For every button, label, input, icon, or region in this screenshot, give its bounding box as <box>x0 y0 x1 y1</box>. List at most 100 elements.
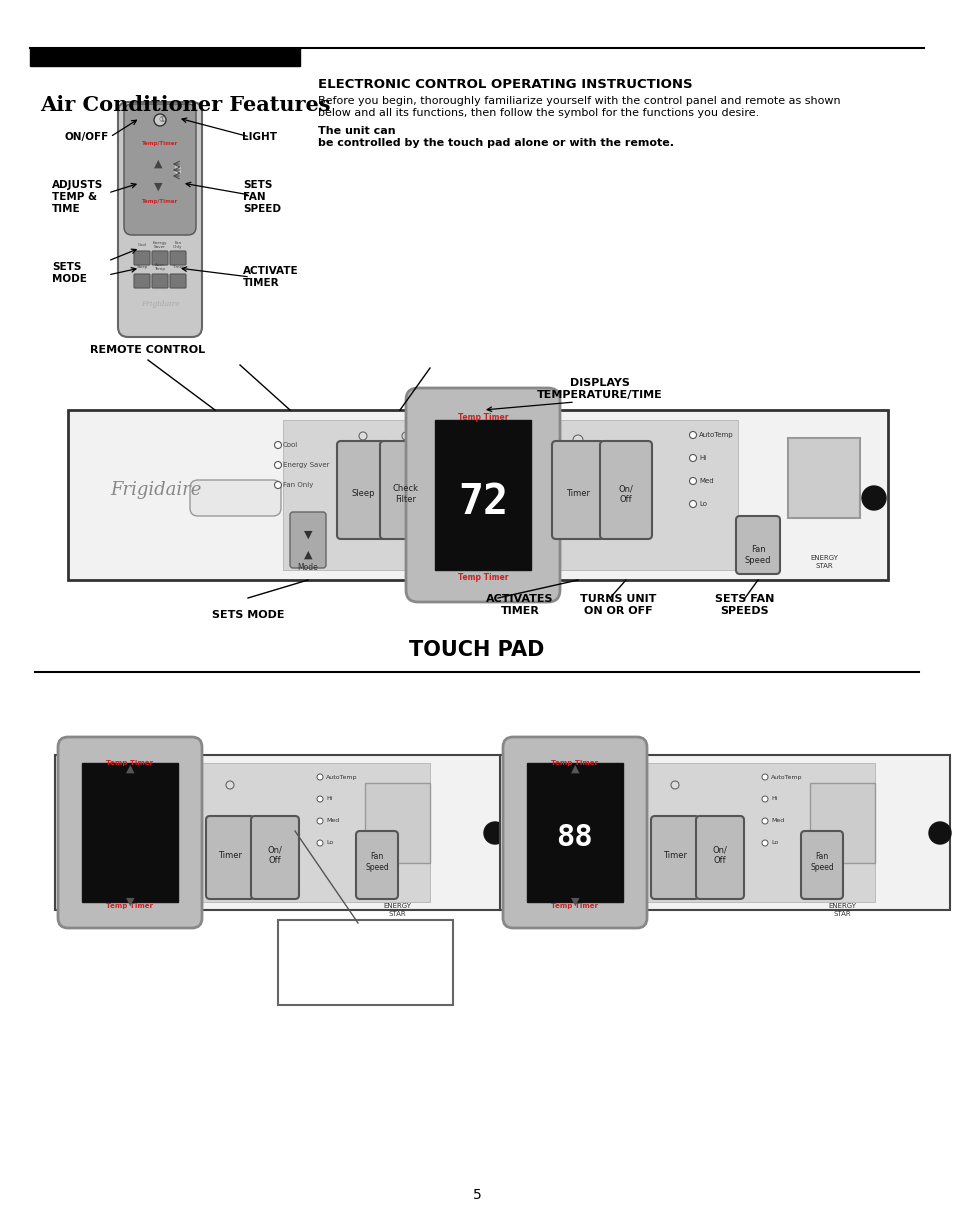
Text: TURNS UNIT
ON OR OFF: TURNS UNIT ON OR OFF <box>579 594 656 616</box>
Text: ▲: ▲ <box>303 550 312 560</box>
Text: Med: Med <box>699 478 713 484</box>
Bar <box>30 48 299 65</box>
Text: ENERGY
STAR: ENERGY STAR <box>809 555 837 568</box>
FancyBboxPatch shape <box>124 104 195 235</box>
Circle shape <box>153 114 166 126</box>
Text: Check
Filter: Check Filter <box>393 485 418 504</box>
Circle shape <box>761 840 767 846</box>
Text: Fan
Only: Fan Only <box>173 241 183 250</box>
Circle shape <box>928 822 950 844</box>
Text: Lo: Lo <box>770 840 778 846</box>
FancyBboxPatch shape <box>599 441 651 539</box>
Bar <box>787 438 859 518</box>
Text: ▲: ▲ <box>153 159 162 168</box>
Text: Frigidaire: Frigidaire <box>140 301 179 308</box>
Text: ▼: ▼ <box>303 530 312 541</box>
FancyBboxPatch shape <box>152 251 168 265</box>
FancyBboxPatch shape <box>650 816 699 899</box>
Circle shape <box>761 774 767 781</box>
Circle shape <box>689 501 696 508</box>
Text: Cool: Cool <box>283 442 298 448</box>
Circle shape <box>689 431 696 439</box>
Bar <box>504 764 874 902</box>
Text: Hi: Hi <box>699 454 705 461</box>
Text: ①: ① <box>158 115 166 125</box>
FancyBboxPatch shape <box>406 388 559 602</box>
Text: Hi: Hi <box>326 796 333 801</box>
Bar <box>435 421 531 570</box>
Text: 72: 72 <box>457 481 507 524</box>
Text: Air Conditioner Features: Air Conditioner Features <box>40 95 330 115</box>
Circle shape <box>689 454 696 462</box>
Text: Temp/Timer: Temp/Timer <box>142 200 178 205</box>
Text: Auto
Temp: Auto Temp <box>154 263 165 271</box>
Text: On/
Off: On/ Off <box>618 485 633 504</box>
FancyBboxPatch shape <box>58 737 202 928</box>
Bar <box>365 783 430 863</box>
Text: Temp Timer: Temp Timer <box>551 903 598 909</box>
Text: ACTIVATES
TIMER: ACTIVATES TIMER <box>486 594 553 616</box>
Text: Energy
Saver: Energy Saver <box>152 241 167 250</box>
Text: Sleep: Sleep <box>136 265 148 269</box>
Text: ▼: ▼ <box>153 182 162 191</box>
Bar <box>499 755 949 910</box>
Text: ▲: ▲ <box>126 764 134 774</box>
Text: TOUCH PAD: TOUCH PAD <box>409 640 544 661</box>
FancyBboxPatch shape <box>133 274 150 288</box>
Text: Temp Timer: Temp Timer <box>457 413 508 423</box>
Text: Timer: Timer <box>565 490 589 498</box>
Text: Fan
Speed: Fan Speed <box>809 852 833 871</box>
FancyBboxPatch shape <box>251 816 298 899</box>
Text: Fan
Speed: Fan Speed <box>365 852 389 871</box>
Text: Med: Med <box>770 818 783 823</box>
Circle shape <box>483 822 505 844</box>
Circle shape <box>689 478 696 485</box>
Text: Before you begin, thoroughly familiarize yourself with the control panel and rem: Before you begin, thoroughly familiarize… <box>317 96 840 118</box>
Text: Frigidaire: Frigidaire <box>111 481 201 499</box>
Text: ▼: ▼ <box>126 897 134 907</box>
Text: Temp Timer: Temp Timer <box>551 760 598 766</box>
Bar <box>68 410 887 581</box>
Text: Sleep: Sleep <box>351 490 375 498</box>
FancyBboxPatch shape <box>170 251 186 265</box>
Text: Fan
Speed: Fan Speed <box>744 545 770 565</box>
Circle shape <box>401 431 410 440</box>
Bar <box>60 764 430 902</box>
Text: Cool: Cool <box>137 242 147 247</box>
Text: ON/OFF: ON/OFF <box>65 132 110 142</box>
Text: Mode: Mode <box>297 564 318 572</box>
Text: Lo: Lo <box>326 840 333 846</box>
Text: ENERGY
STAR: ENERGY STAR <box>382 903 411 916</box>
Circle shape <box>274 441 281 448</box>
FancyBboxPatch shape <box>696 816 743 899</box>
Text: DISPLAYS
TEMPERATURE/TIME: DISPLAYS TEMPERATURE/TIME <box>537 378 662 400</box>
Circle shape <box>316 774 323 781</box>
Bar <box>277 920 453 1005</box>
FancyBboxPatch shape <box>170 274 186 288</box>
Circle shape <box>670 781 679 789</box>
FancyBboxPatch shape <box>502 737 646 928</box>
Circle shape <box>226 781 233 789</box>
Circle shape <box>761 818 767 824</box>
Text: Timer: Timer <box>662 851 686 859</box>
Bar <box>82 764 178 902</box>
Text: ACTIVATE
TIMER: ACTIVATE TIMER <box>243 265 298 288</box>
FancyBboxPatch shape <box>206 816 253 899</box>
Text: Temp Timer: Temp Timer <box>107 760 153 766</box>
Bar <box>283 421 738 570</box>
Circle shape <box>274 462 281 469</box>
Circle shape <box>316 818 323 824</box>
Text: Lo: Lo <box>699 501 706 507</box>
Text: On/
Off: On/ Off <box>267 845 282 864</box>
Text: The unit can
be controlled by the touch pad alone or with the remote.: The unit can be controlled by the touch … <box>317 126 673 148</box>
Text: ELECTRONIC CONTROL OPERATING INSTRUCTIONS: ELECTRONIC CONTROL OPERATING INSTRUCTION… <box>317 78 692 91</box>
FancyBboxPatch shape <box>379 441 432 539</box>
Text: Timer: Timer <box>218 851 242 859</box>
Circle shape <box>573 435 582 445</box>
Text: Fan Only: Fan Only <box>283 482 313 488</box>
Text: Temp Timer: Temp Timer <box>457 573 508 583</box>
Text: AutoTemp: AutoTemp <box>770 774 801 779</box>
Text: ENERGY
STAR: ENERGY STAR <box>827 903 855 916</box>
FancyBboxPatch shape <box>336 441 389 539</box>
Text: Temp/Timer: Temp/Timer <box>142 142 178 147</box>
